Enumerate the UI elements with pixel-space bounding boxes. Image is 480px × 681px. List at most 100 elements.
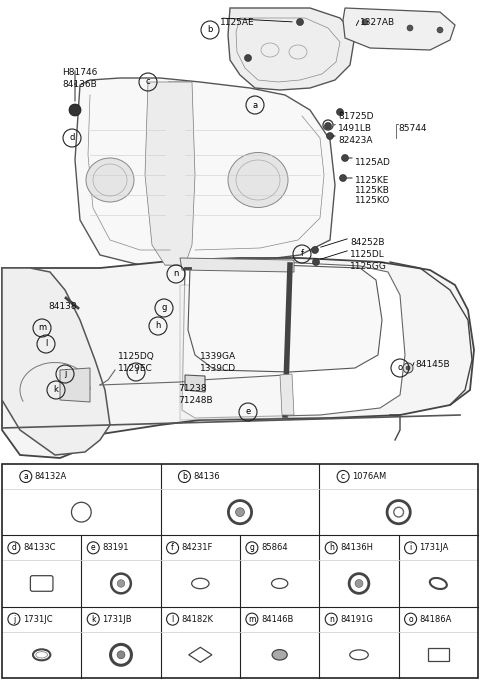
- Text: 84136B: 84136B: [62, 80, 97, 89]
- Text: o: o: [397, 364, 403, 373]
- Text: 1125KB: 1125KB: [355, 186, 390, 195]
- Text: h: h: [156, 321, 161, 330]
- Text: f: f: [300, 249, 303, 259]
- Text: g: g: [161, 304, 167, 313]
- Ellipse shape: [228, 153, 288, 208]
- Polygon shape: [180, 285, 290, 420]
- Text: b: b: [182, 472, 187, 481]
- Circle shape: [297, 18, 303, 25]
- Text: 1125GG: 1125GG: [350, 262, 387, 271]
- Text: 84186A: 84186A: [420, 615, 452, 624]
- Circle shape: [326, 133, 334, 140]
- Text: 1076AM: 1076AM: [352, 472, 386, 481]
- Text: f: f: [171, 543, 174, 552]
- Text: 84146B: 84146B: [261, 615, 293, 624]
- Text: n: n: [173, 270, 179, 279]
- Circle shape: [407, 25, 413, 31]
- Circle shape: [69, 104, 81, 116]
- Polygon shape: [165, 82, 188, 265]
- Text: j: j: [13, 615, 15, 624]
- Text: e: e: [91, 543, 96, 552]
- Text: 71238: 71238: [178, 384, 206, 393]
- Text: 85864: 85864: [261, 543, 288, 552]
- Text: c: c: [146, 78, 150, 86]
- Polygon shape: [188, 265, 382, 372]
- Circle shape: [244, 54, 252, 61]
- Text: j: j: [64, 370, 66, 379]
- Text: n: n: [329, 615, 334, 624]
- Circle shape: [403, 363, 413, 373]
- Text: e: e: [245, 407, 251, 417]
- Circle shape: [355, 580, 363, 588]
- Text: k: k: [91, 615, 96, 624]
- Text: k: k: [54, 385, 59, 394]
- Text: 82423A: 82423A: [338, 136, 372, 145]
- Circle shape: [312, 259, 320, 266]
- Text: 71248B: 71248B: [178, 396, 213, 405]
- Circle shape: [336, 108, 344, 116]
- Text: 1125DL: 1125DL: [350, 250, 385, 259]
- Text: 84145B: 84145B: [415, 360, 450, 369]
- Polygon shape: [185, 375, 205, 392]
- Circle shape: [406, 366, 410, 370]
- Text: 84132A: 84132A: [35, 472, 67, 481]
- Circle shape: [117, 651, 125, 659]
- Polygon shape: [2, 268, 110, 455]
- Text: m: m: [38, 323, 46, 332]
- Text: H81746: H81746: [62, 68, 97, 77]
- Text: 1129EC: 1129EC: [118, 364, 153, 373]
- Text: 1731JB: 1731JB: [102, 615, 132, 624]
- Text: 1339GA: 1339GA: [200, 352, 236, 361]
- Circle shape: [117, 580, 125, 587]
- Text: 84231F: 84231F: [181, 543, 213, 552]
- Text: o: o: [408, 615, 413, 624]
- Polygon shape: [228, 8, 355, 90]
- Polygon shape: [182, 262, 405, 418]
- Text: i: i: [135, 368, 137, 377]
- Polygon shape: [75, 78, 335, 265]
- Text: 1731JC: 1731JC: [23, 615, 52, 624]
- Text: 1125KE: 1125KE: [355, 176, 389, 185]
- Text: d: d: [69, 133, 75, 142]
- Polygon shape: [145, 82, 195, 265]
- Text: l: l: [171, 615, 174, 624]
- Text: 81725D: 81725D: [338, 112, 373, 121]
- Circle shape: [339, 174, 347, 182]
- Text: 85744: 85744: [398, 124, 427, 133]
- Text: 1125KO: 1125KO: [355, 196, 390, 205]
- Circle shape: [437, 27, 443, 33]
- Circle shape: [312, 247, 319, 253]
- Text: 84133C: 84133C: [23, 543, 55, 552]
- Text: 84138: 84138: [48, 302, 77, 311]
- Text: 84182K: 84182K: [181, 615, 214, 624]
- Text: c: c: [341, 472, 345, 481]
- Circle shape: [324, 123, 332, 129]
- Circle shape: [236, 508, 244, 517]
- Text: 1327AB: 1327AB: [360, 18, 395, 27]
- Text: 1125AD: 1125AD: [355, 158, 391, 167]
- Text: 84191G: 84191G: [340, 615, 373, 624]
- Polygon shape: [280, 374, 294, 415]
- Polygon shape: [60, 368, 90, 402]
- Text: 1125AE: 1125AE: [220, 18, 254, 27]
- Text: 1125DQ: 1125DQ: [118, 352, 155, 361]
- Text: 1731JA: 1731JA: [420, 543, 449, 552]
- Text: h: h: [329, 543, 334, 552]
- Text: 1491LB: 1491LB: [338, 124, 372, 133]
- Text: 84136: 84136: [193, 472, 220, 481]
- Text: g: g: [250, 543, 254, 552]
- Text: l: l: [45, 340, 47, 349]
- Text: m: m: [248, 615, 255, 624]
- Circle shape: [362, 19, 368, 25]
- Bar: [2, 464, 478, 678]
- Text: a: a: [24, 472, 28, 481]
- Polygon shape: [2, 258, 474, 458]
- Text: 1339CD: 1339CD: [200, 364, 236, 373]
- Circle shape: [341, 155, 348, 161]
- Text: b: b: [207, 25, 213, 35]
- Polygon shape: [343, 8, 455, 50]
- Text: i: i: [409, 543, 412, 552]
- Text: 84252B: 84252B: [350, 238, 384, 247]
- Text: 84136H: 84136H: [340, 543, 373, 552]
- Ellipse shape: [86, 158, 134, 202]
